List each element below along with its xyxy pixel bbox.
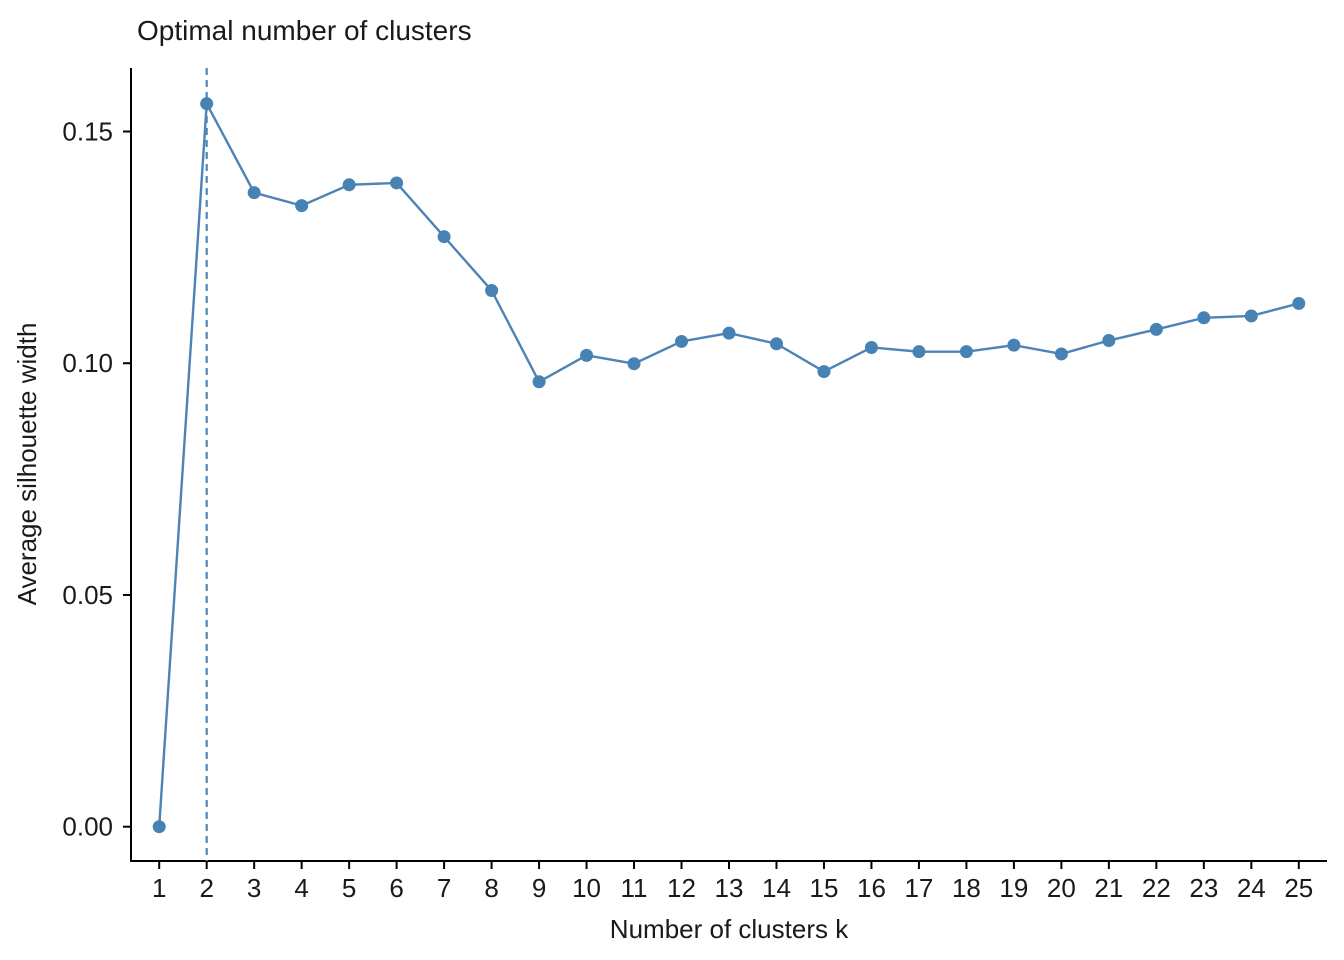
data-point-k14 bbox=[769, 337, 783, 351]
x-tick-label: 15 bbox=[810, 873, 839, 903]
ticks-layer: 0.000.050.100.151 2 3 4 5 6 7 8 9 10 11 12 13 14 15 16 1… bbox=[62, 116, 1313, 903]
y-tick-label: 0.15 bbox=[62, 116, 113, 146]
data-point-k17 bbox=[912, 345, 926, 359]
data-point-k21 bbox=[1102, 334, 1116, 348]
data-point-k4 bbox=[295, 199, 309, 213]
data-point-k25 bbox=[1292, 296, 1306, 310]
x-tick-label: 24 bbox=[1237, 873, 1266, 903]
x-tick-label: 16 bbox=[857, 873, 886, 903]
x-tick-label: 5 bbox=[342, 873, 356, 903]
x-tick-label: 8 bbox=[484, 873, 498, 903]
data-point-k7 bbox=[437, 230, 451, 244]
data-point-k2 bbox=[200, 97, 214, 111]
x-tick-label: 13 bbox=[715, 873, 744, 903]
data-point-k3 bbox=[247, 186, 261, 200]
x-tick-label: 23 bbox=[1189, 873, 1218, 903]
x-tick-label: 4 bbox=[294, 873, 308, 903]
x-tick-label: 20 bbox=[1047, 873, 1076, 903]
x-tick-label: 18 bbox=[952, 873, 981, 903]
data-point-k6 bbox=[390, 176, 404, 190]
x-tick-label: 19 bbox=[999, 873, 1028, 903]
x-tick-label: 12 bbox=[667, 873, 696, 903]
x-tick-label: 22 bbox=[1142, 873, 1171, 903]
y-tick-label: 0.00 bbox=[62, 812, 113, 842]
x-tick-label: 1 bbox=[152, 873, 166, 903]
data-point-k19 bbox=[1007, 338, 1021, 352]
chart-title: Optimal number of clusters bbox=[137, 15, 472, 46]
x-tick-label: 9 bbox=[532, 873, 546, 903]
silhouette-line bbox=[158, 102, 1300, 827]
x-tick-label: 11 bbox=[621, 873, 648, 903]
data-point-k8 bbox=[485, 283, 499, 297]
y-tick-label: 0.10 bbox=[62, 348, 113, 378]
x-tick-label: 10 bbox=[572, 873, 601, 903]
data-point-k24 bbox=[1244, 309, 1258, 323]
x-tick-label: 14 bbox=[762, 873, 791, 903]
data-point-k9 bbox=[532, 375, 546, 389]
data-point-k22 bbox=[1149, 322, 1163, 336]
x-tick-label: 25 bbox=[1284, 873, 1313, 903]
axes-layer bbox=[130, 68, 1327, 862]
x-tick-label: 6 bbox=[389, 873, 403, 903]
x-tick-label: 21 bbox=[1094, 873, 1123, 903]
data-point-k18 bbox=[959, 345, 973, 359]
data-point-k12 bbox=[675, 334, 689, 348]
data-point-k15 bbox=[817, 365, 831, 379]
x-tick-label: 2 bbox=[199, 873, 213, 903]
y-axis-title: Average silhouette width bbox=[12, 323, 42, 606]
x-tick-label: 17 bbox=[904, 873, 933, 903]
data-point-k11 bbox=[627, 357, 641, 371]
x-tick-label: 3 bbox=[247, 873, 261, 903]
data-point-k23 bbox=[1197, 311, 1211, 325]
data-points-layer bbox=[152, 97, 1306, 834]
data-point-k13 bbox=[722, 326, 736, 340]
data-point-k1 bbox=[152, 820, 166, 834]
data-point-k20 bbox=[1054, 347, 1068, 361]
y-tick-label: 0.05 bbox=[62, 580, 113, 610]
x-tick-label: 7 bbox=[437, 873, 451, 903]
x-axis-title: Number of clusters k bbox=[610, 914, 849, 944]
data-point-k5 bbox=[342, 178, 356, 192]
data-point-k10 bbox=[580, 348, 594, 362]
data-point-k16 bbox=[864, 340, 878, 354]
data-series-layer bbox=[158, 102, 1300, 827]
